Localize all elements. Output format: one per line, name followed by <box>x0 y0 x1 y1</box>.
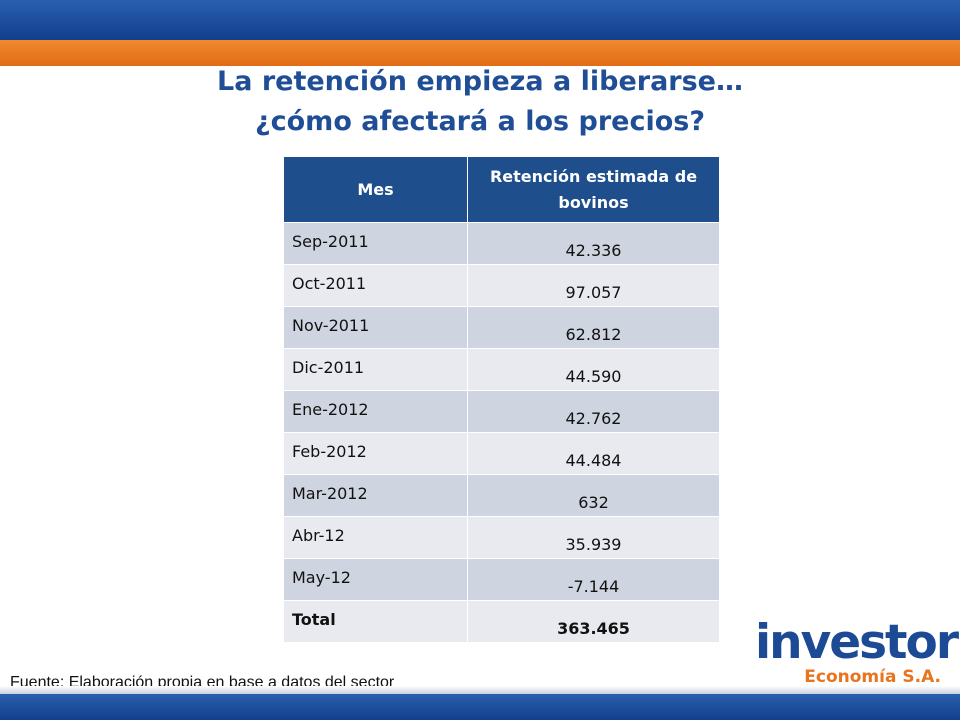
cell-mes: Nov-2011 <box>283 306 468 349</box>
table-header-row: Mes Retención estimada de bovinos <box>283 156 720 223</box>
orange-band <box>0 40 960 66</box>
cell-valor: 632 <box>467 474 720 517</box>
cell-valor: -7.144 <box>467 558 720 601</box>
cell-valor: 62.812 <box>467 306 720 349</box>
cell-mes: Dic-2011 <box>283 348 468 391</box>
header-retencion: Retención estimada de bovinos <box>467 156 720 223</box>
table-total-row: Total 363.465 <box>283 600 720 643</box>
table-row: Dic-2011 44.590 <box>283 348 720 391</box>
cell-valor: 42.762 <box>467 390 720 433</box>
header-mes: Mes <box>283 156 468 223</box>
cell-total-label: Total <box>283 600 468 643</box>
cell-valor: 44.590 <box>467 348 720 391</box>
cell-valor: 35.939 <box>467 516 720 559</box>
table-row: Abr-12 35.939 <box>283 516 720 559</box>
table-row: Ene-2012 42.762 <box>283 390 720 433</box>
cell-valor: 97.057 <box>467 264 720 307</box>
retention-table: Mes Retención estimada de bovinos Sep-20… <box>283 156 720 643</box>
cell-mes: Ene-2012 <box>283 390 468 433</box>
cell-valor: 42.336 <box>467 222 720 265</box>
table-row: Mar-2012 632 <box>283 474 720 517</box>
cell-mes: Oct-2011 <box>283 264 468 307</box>
table-row: Nov-2011 62.812 <box>283 306 720 349</box>
investor-logo: investor Economía S.A. <box>755 615 959 688</box>
bottom-blue-band <box>0 686 960 720</box>
slide-title: La retención empieza a liberarse… ¿cómo … <box>0 62 960 142</box>
cell-mes: Feb-2012 <box>283 432 468 475</box>
cell-mes: Mar-2012 <box>283 474 468 517</box>
top-blue-band <box>0 0 960 40</box>
logo-subtitle: Economía S.A. <box>804 667 941 687</box>
logo-wordmark: investor <box>755 615 959 670</box>
cell-total-valor: 363.465 <box>467 600 720 643</box>
title-line-1: La retención empieza a liberarse… <box>217 66 743 97</box>
table-row: Oct-2011 97.057 <box>283 264 720 307</box>
table-row: Sep-2011 42.336 <box>283 222 720 265</box>
title-line-2: ¿cómo afectará a los precios? <box>254 106 706 137</box>
table-row: Feb-2012 44.484 <box>283 432 720 475</box>
cell-valor: 44.484 <box>467 432 720 475</box>
cell-mes: Abr-12 <box>283 516 468 559</box>
cell-mes: May-12 <box>283 558 468 601</box>
table-row: May-12 -7.144 <box>283 558 720 601</box>
cell-mes: Sep-2011 <box>283 222 468 265</box>
